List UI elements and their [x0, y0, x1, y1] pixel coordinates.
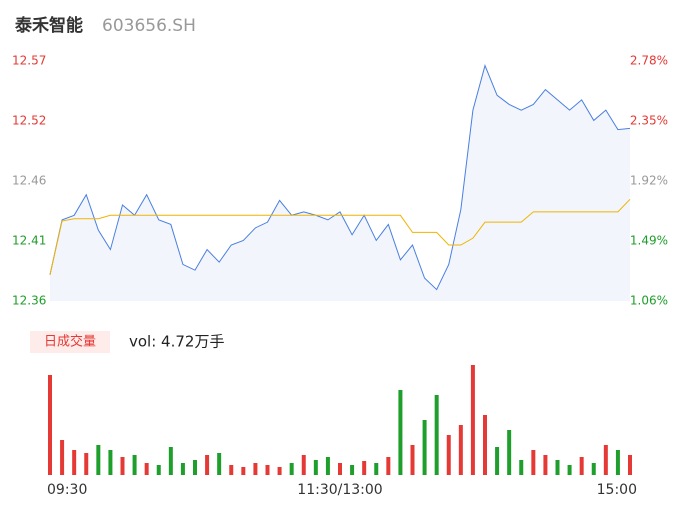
- volume-bar: [507, 430, 512, 475]
- y-tick-label: 12.36: [12, 294, 46, 308]
- x-tick-label: 15:00: [597, 482, 637, 498]
- volume-total: vol: 4.72万手: [129, 333, 224, 351]
- y-tick-label: 12.57: [12, 54, 46, 68]
- stock-name: 泰禾智能: [15, 15, 83, 36]
- volume-bar: [96, 445, 101, 475]
- volume-bar: [591, 463, 596, 475]
- volume-bar: [277, 467, 282, 475]
- stock-code: 603656.SH: [102, 16, 196, 36]
- volume-bar: [253, 463, 258, 475]
- volume-bar: [241, 467, 246, 475]
- y-tick-label: 12.46: [12, 174, 46, 188]
- volume-bar: [470, 365, 475, 475]
- volume-bar: [168, 447, 173, 475]
- y2-tick-label: 1.92%: [630, 174, 668, 188]
- volume-bar: [265, 465, 270, 475]
- volume-bar: [398, 390, 403, 475]
- volume-bar: [410, 445, 415, 475]
- volume-bar: [567, 465, 572, 475]
- volume-bar: [48, 375, 52, 475]
- x-tick-label: 11:30/13:00: [297, 482, 382, 498]
- volume-bar: [615, 450, 620, 475]
- volume-bar: [543, 455, 548, 475]
- volume-bar: [217, 453, 222, 475]
- volume-bar: [555, 460, 560, 475]
- volume-bar: [60, 440, 65, 475]
- volume-bar: [386, 457, 391, 475]
- volume-bar: [446, 435, 451, 475]
- volume-bar: [362, 461, 367, 475]
- volume-bar: [531, 450, 536, 475]
- average-line: [49, 198, 631, 275]
- volume-bar: [434, 395, 439, 475]
- volume-bar: [628, 455, 632, 475]
- volume-bar: [205, 455, 210, 475]
- volume-bar: [422, 420, 427, 475]
- volume-bar: [120, 457, 125, 475]
- volume-bar: [144, 463, 149, 475]
- volume-bar: [289, 463, 294, 475]
- volume-bar: [180, 463, 185, 475]
- y2-tick-label: 2.78%: [630, 54, 668, 68]
- volume-bar: [72, 450, 77, 475]
- y2-tick-label: 1.06%: [630, 294, 668, 308]
- volume-bar: [603, 445, 608, 475]
- volume-bar: [483, 415, 487, 475]
- volume-bar: [350, 465, 355, 475]
- y-tick-label: 12.52: [12, 114, 46, 128]
- volume-bar: [495, 447, 500, 475]
- volume-bar: [313, 460, 318, 475]
- legend-label[interactable]: 日成交量: [44, 334, 96, 350]
- volume-bar: [519, 460, 524, 475]
- y-tick-label: 12.41: [12, 234, 46, 248]
- volume-bar: [338, 463, 342, 475]
- volume-bar: [193, 460, 197, 475]
- y2-tick-label: 1.49%: [630, 234, 668, 248]
- volume-bar: [301, 455, 306, 475]
- volume-bar: [325, 457, 330, 475]
- legend-tab[interactable]: [30, 331, 110, 353]
- volume-bar: [374, 463, 379, 475]
- price-line: [49, 64, 631, 291]
- x-tick-label: 09:30: [47, 482, 87, 498]
- volume-bar: [132, 455, 137, 475]
- volume-bar: [108, 450, 113, 475]
- volume-bar: [84, 453, 89, 475]
- volume-bar: [579, 457, 584, 475]
- y2-tick-label: 2.35%: [630, 114, 668, 128]
- volume-bar: [229, 465, 234, 475]
- volume-bar: [156, 465, 161, 475]
- volume-bar: [458, 425, 463, 475]
- price-area: [50, 65, 630, 301]
